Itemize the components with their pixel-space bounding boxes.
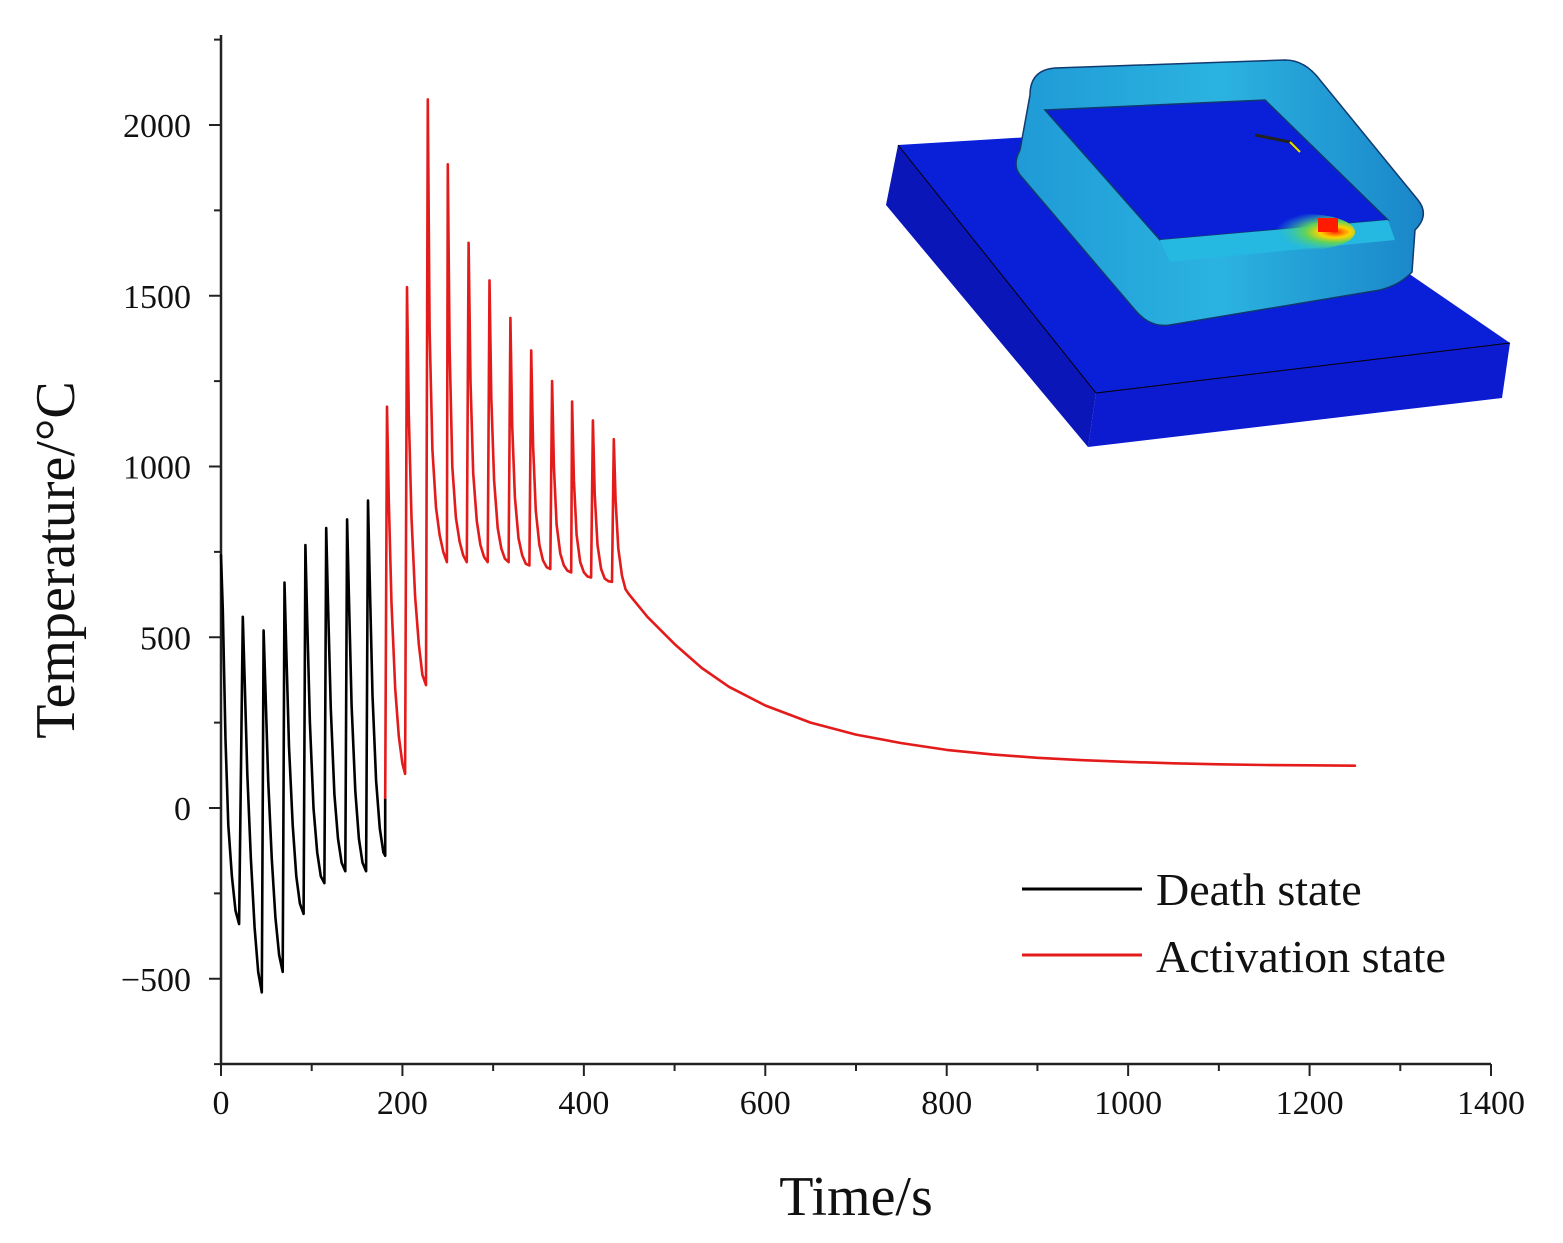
- fe-model-inset-image: [886, 59, 1511, 447]
- x-axis-title: Time/s: [779, 1166, 933, 1228]
- x-tick-label: 400: [558, 1085, 609, 1122]
- substrate-front: [1088, 343, 1510, 447]
- x-tick-label: 200: [377, 1085, 428, 1122]
- x-tick-label: 600: [740, 1085, 791, 1122]
- heat-source-hotspot: [1255, 214, 1355, 250]
- legend-label-death-state: Death state: [1156, 864, 1362, 915]
- axis-ticks: [209, 38, 1492, 1076]
- series-line-death-state: [219, 499, 387, 994]
- series-line-activation-state: [383, 98, 1357, 800]
- y-tick-label: 500: [140, 620, 191, 657]
- y-tick-label: 2000: [123, 108, 191, 145]
- substrate-left: [886, 145, 1096, 447]
- y-axis-title: Temperature/°C: [25, 381, 87, 738]
- y-tick-label: 1500: [123, 279, 191, 316]
- x-tick-label: 0: [213, 1085, 230, 1122]
- x-tick-label: 1000: [1094, 1085, 1162, 1122]
- y-tick-label: 1000: [123, 450, 191, 487]
- y-tick-label: 0: [174, 791, 191, 828]
- x-tick-label: 800: [921, 1085, 972, 1122]
- tick-labels: 0 200 400 600 800 1000 1200 1400 −500 0 500 1000 150…: [121, 108, 1525, 1122]
- legend: Death state Activation state: [1022, 864, 1446, 982]
- legend-label-activation-state: Activation state: [1156, 931, 1446, 982]
- y-tick-label: −500: [121, 962, 191, 999]
- x-tick-label: 1200: [1276, 1085, 1344, 1122]
- x-tick-label: 1400: [1457, 1085, 1525, 1122]
